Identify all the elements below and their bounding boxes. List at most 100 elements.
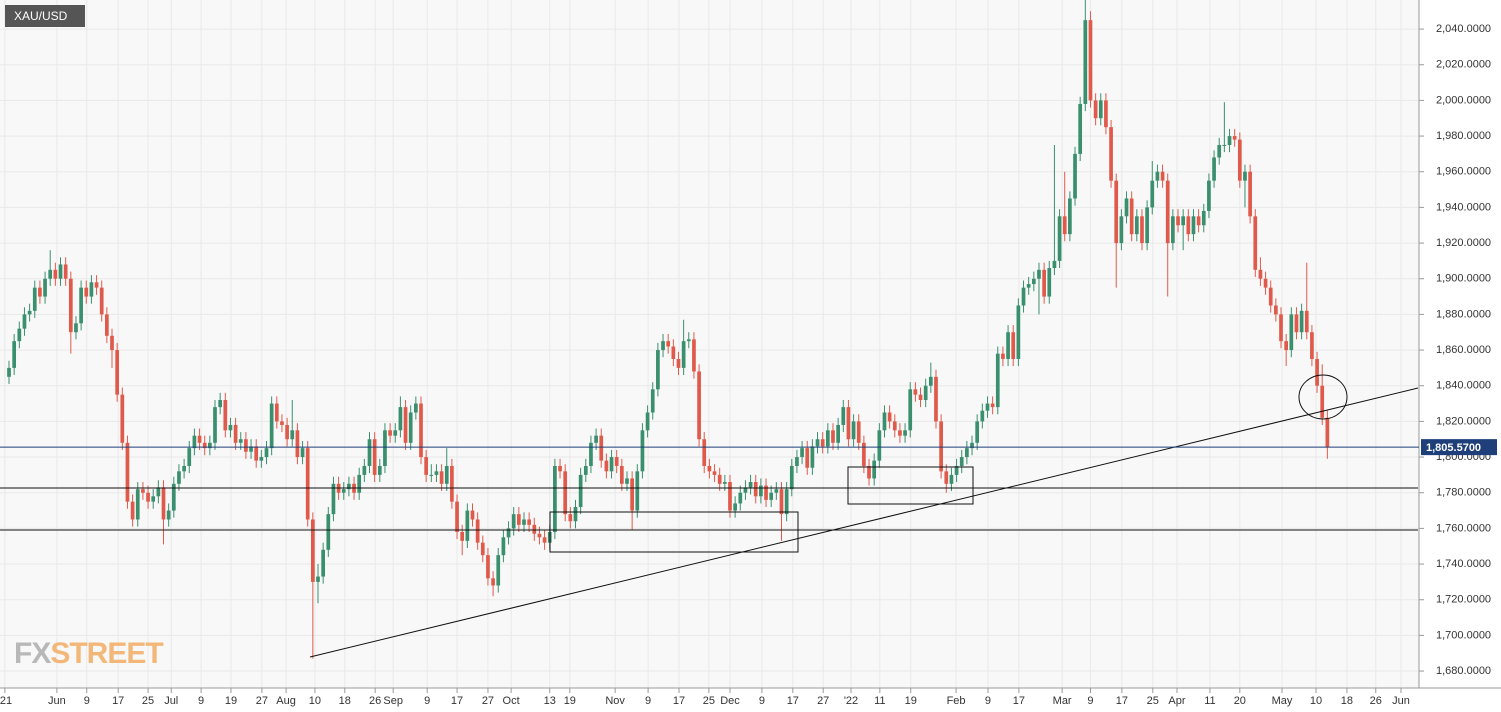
- candle-body: [583, 465, 588, 475]
- x-tick-label: 27: [817, 695, 829, 707]
- candle-body: [1274, 305, 1278, 315]
- candle-body: [692, 339, 696, 372]
- candle-body: [815, 439, 820, 447]
- candle-body: [594, 435, 598, 443]
- candle-body: [367, 439, 372, 466]
- candle-body: [362, 465, 367, 475]
- candle-body: [717, 474, 722, 484]
- candle-body: [455, 501, 459, 532]
- candle-body: [1068, 198, 1072, 235]
- candle-body: [1006, 332, 1010, 359]
- candle-body: [89, 282, 94, 297]
- candle-body: [1026, 284, 1031, 288]
- candle-body: [377, 465, 382, 475]
- candle-body: [995, 353, 1000, 408]
- x-tick-label: 26: [1370, 695, 1382, 707]
- candle-body: [707, 465, 712, 472]
- candle-body: [321, 549, 326, 577]
- candle-body: [398, 407, 403, 431]
- chart-title: XAU/USD: [14, 9, 68, 23]
- candle-body: [795, 457, 799, 466]
- candle-body: [702, 439, 707, 466]
- candle-body: [1016, 305, 1021, 359]
- candle-body: [120, 394, 125, 443]
- candle-body: [408, 412, 413, 443]
- candle-body: [383, 430, 387, 466]
- candle-body: [274, 403, 279, 422]
- candle-body: [269, 403, 274, 449]
- candle-body: [444, 465, 449, 484]
- candle-body: [867, 465, 871, 479]
- trend-line: [309, 387, 1419, 658]
- y-tick-label: 2,040.0000: [1436, 23, 1491, 35]
- candle-body: [475, 519, 480, 543]
- candle-body: [156, 487, 161, 497]
- candle-body: [913, 389, 918, 395]
- candle-body: [944, 471, 949, 484]
- candle-body: [542, 537, 547, 543]
- x-tick-label: Oct: [503, 695, 520, 707]
- candle-body: [1217, 144, 1222, 158]
- candle-body: [439, 471, 444, 484]
- candle-body: [53, 269, 58, 279]
- candle-body: [1284, 341, 1289, 351]
- y-tick-label: 1,940.0000: [1436, 201, 1491, 213]
- candle-body: [1119, 216, 1124, 244]
- candle-body: [1104, 100, 1108, 128]
- candle-body: [650, 389, 655, 413]
- candle-body: [285, 424, 289, 440]
- candle-body: [202, 442, 207, 449]
- candle-body: [568, 514, 573, 522]
- candle-body: [666, 341, 671, 347]
- candle-body: [686, 339, 691, 342]
- candle-body: [480, 542, 485, 556]
- candle-body: [68, 278, 73, 333]
- candle-body: [527, 519, 531, 525]
- x-tick-label: Jun: [1392, 695, 1410, 707]
- candle-body: [1062, 216, 1067, 235]
- candle-body: [233, 424, 238, 443]
- candle-body: [1201, 210, 1206, 226]
- candle-body: [558, 465, 562, 472]
- candle-body: [197, 435, 202, 443]
- candle-body: [934, 376, 938, 422]
- candle-body: [1294, 314, 1299, 333]
- candle-body: [249, 446, 253, 452]
- x-tick-label: 17: [787, 695, 799, 707]
- candle-body: [372, 439, 377, 475]
- candle-body: [676, 358, 681, 368]
- candle-body: [223, 399, 228, 431]
- candle-body: [1191, 216, 1196, 235]
- x-tick-label: Sep: [383, 695, 403, 707]
- candle-body: [171, 483, 176, 511]
- candle-body: [146, 492, 150, 502]
- candle-body: [516, 514, 521, 525]
- x-tick-label: 10: [309, 695, 321, 707]
- highlight-circle: [1298, 374, 1348, 420]
- candle-body: [1310, 332, 1314, 359]
- candle-body: [465, 510, 470, 541]
- candle-body: [1011, 332, 1016, 359]
- candle-body: [1134, 216, 1139, 235]
- candle-body: [640, 430, 645, 472]
- candle-body: [316, 576, 320, 582]
- candle-body: [218, 399, 223, 408]
- candle-body: [959, 457, 964, 466]
- axes: 1,680.0000 1,700.0000 1,720.0000 1,740.0000…: [0, 23, 1491, 707]
- candle-body: [1315, 358, 1319, 386]
- x-tick-label: 18: [1341, 695, 1353, 707]
- grid: [0, 0, 1418, 688]
- candle-body: [614, 457, 619, 466]
- candle-body: [496, 555, 501, 586]
- candle-body: [74, 323, 78, 333]
- candle-body: [326, 514, 331, 550]
- candle-body: [99, 287, 104, 315]
- candle-body: [264, 448, 269, 458]
- candle-body: [1227, 136, 1232, 145]
- candle-body: [1268, 287, 1273, 306]
- x-tick-label: 17: [1013, 695, 1025, 707]
- y-tick-label: 1,840.0000: [1436, 380, 1491, 392]
- candle-body: [259, 457, 264, 461]
- candle-body: [753, 482, 758, 497]
- candle-body: [892, 421, 897, 431]
